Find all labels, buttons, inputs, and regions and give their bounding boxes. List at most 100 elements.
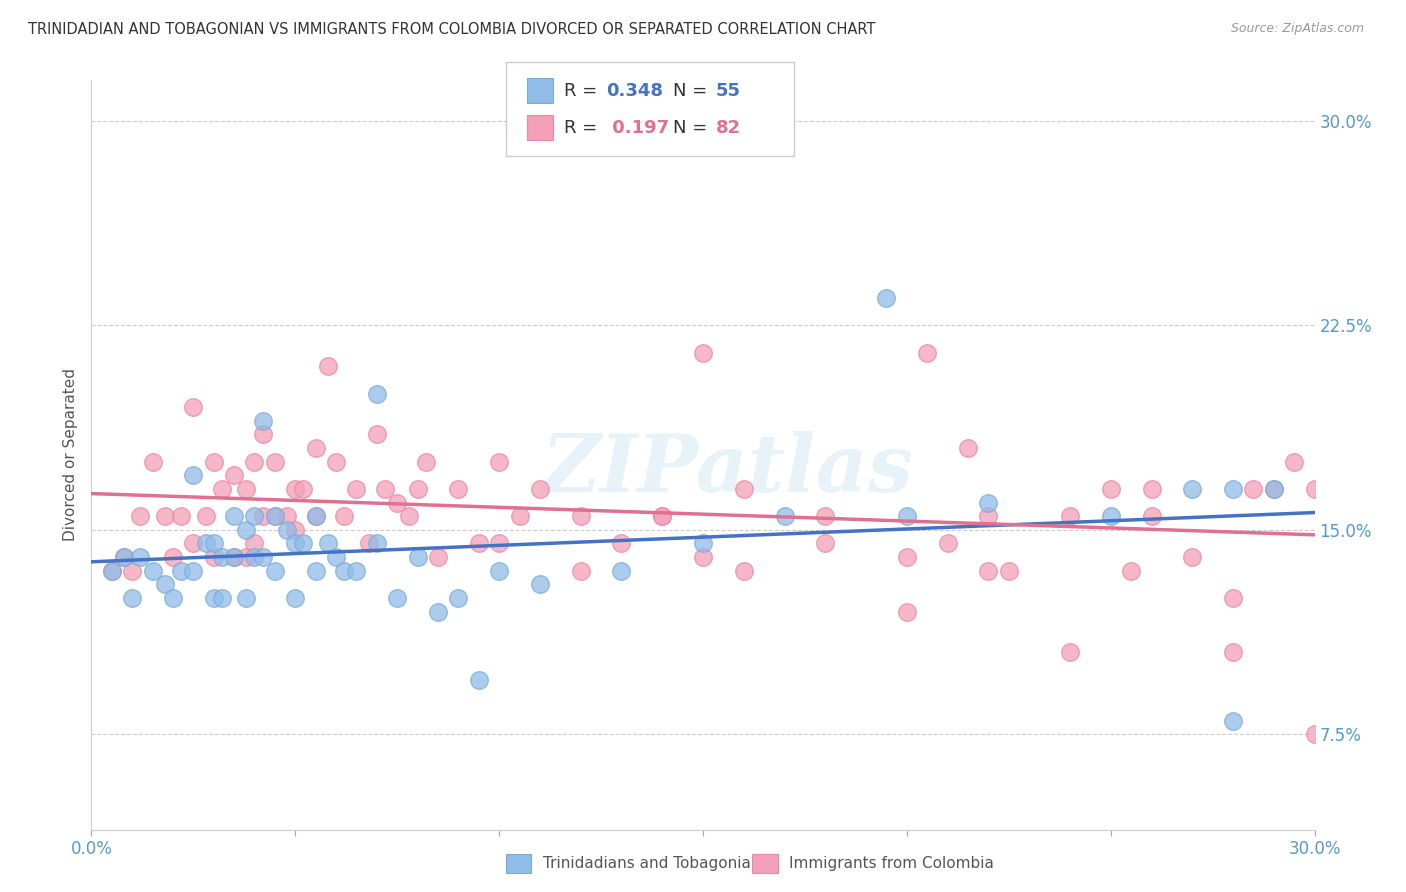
Point xyxy=(998,564,1021,578)
Point xyxy=(529,577,551,591)
Point xyxy=(398,509,420,524)
Point xyxy=(1303,727,1326,741)
Point xyxy=(773,128,796,142)
Point xyxy=(222,468,246,483)
Point xyxy=(1243,482,1265,496)
Point xyxy=(1222,482,1244,496)
Point xyxy=(304,509,326,524)
Point xyxy=(284,536,307,550)
Point xyxy=(243,536,266,550)
Point xyxy=(1303,482,1326,496)
Point xyxy=(692,550,714,565)
Point xyxy=(202,455,225,469)
Point xyxy=(276,509,298,524)
Point xyxy=(896,509,918,524)
Point xyxy=(183,401,205,415)
Point xyxy=(101,564,124,578)
Point xyxy=(346,564,368,578)
Point xyxy=(276,523,298,537)
Point xyxy=(292,536,315,550)
Point xyxy=(222,550,246,565)
Point xyxy=(346,482,368,496)
Point xyxy=(569,564,592,578)
Point xyxy=(977,509,1000,524)
Point xyxy=(488,564,510,578)
Point xyxy=(333,564,356,578)
Point xyxy=(427,605,450,619)
Text: TRINIDADIAN AND TOBAGONIAN VS IMMIGRANTS FROM COLOMBIA DIVORCED OR SEPARATED COR: TRINIDADIAN AND TOBAGONIAN VS IMMIGRANTS… xyxy=(28,22,876,37)
Point xyxy=(357,536,380,550)
Point xyxy=(814,509,837,524)
Point xyxy=(325,550,347,565)
Point xyxy=(956,441,979,455)
Point xyxy=(162,591,184,605)
Point xyxy=(243,550,266,565)
Point xyxy=(252,414,274,428)
Point xyxy=(153,577,176,591)
Point xyxy=(325,455,347,469)
Point xyxy=(252,550,274,565)
Point xyxy=(264,509,287,524)
Point xyxy=(651,509,673,524)
Point xyxy=(304,509,326,524)
Point xyxy=(1222,714,1244,728)
Text: R =: R = xyxy=(564,119,603,136)
Point xyxy=(569,509,592,524)
Point xyxy=(183,564,205,578)
Point xyxy=(651,509,673,524)
Text: 55: 55 xyxy=(716,82,741,100)
Point xyxy=(284,482,307,496)
Point xyxy=(316,359,339,374)
Point xyxy=(121,591,143,605)
Point xyxy=(252,427,274,442)
Point xyxy=(1222,591,1244,605)
Point xyxy=(112,550,135,565)
Point xyxy=(917,345,939,359)
Point xyxy=(101,564,124,578)
Point xyxy=(374,482,396,496)
Point xyxy=(304,564,326,578)
Point xyxy=(896,550,918,565)
Point xyxy=(112,550,135,565)
Point xyxy=(366,386,388,401)
Point xyxy=(304,441,326,455)
Text: ZIPatlas: ZIPatlas xyxy=(541,431,914,508)
Point xyxy=(292,482,315,496)
Point xyxy=(235,591,257,605)
Point xyxy=(183,468,205,483)
Point xyxy=(243,455,266,469)
Point xyxy=(264,455,287,469)
Point xyxy=(385,591,409,605)
Point xyxy=(875,291,898,305)
Point xyxy=(692,345,714,359)
Point xyxy=(194,536,217,550)
Point xyxy=(692,536,714,550)
Point xyxy=(264,564,287,578)
Point xyxy=(814,536,837,550)
Point xyxy=(488,536,510,550)
Point xyxy=(1263,482,1285,496)
Text: 0.197: 0.197 xyxy=(606,119,669,136)
Point xyxy=(194,509,217,524)
Point xyxy=(222,509,246,524)
Text: 0.348: 0.348 xyxy=(606,82,664,100)
Point xyxy=(447,482,470,496)
Point xyxy=(243,509,266,524)
Point xyxy=(211,591,233,605)
Point xyxy=(1059,645,1081,659)
Point xyxy=(170,564,193,578)
Point xyxy=(222,550,246,565)
Point xyxy=(447,591,470,605)
Point xyxy=(610,536,633,550)
Point xyxy=(235,482,257,496)
Text: Trinidadians and Tobagonians: Trinidadians and Tobagonians xyxy=(543,856,768,871)
Point xyxy=(333,509,356,524)
Point xyxy=(162,550,184,565)
Point xyxy=(170,509,193,524)
Text: N =: N = xyxy=(673,119,713,136)
Point xyxy=(129,550,152,565)
Point xyxy=(211,482,233,496)
Point xyxy=(488,455,510,469)
Point xyxy=(252,509,274,524)
Point xyxy=(977,564,1000,578)
